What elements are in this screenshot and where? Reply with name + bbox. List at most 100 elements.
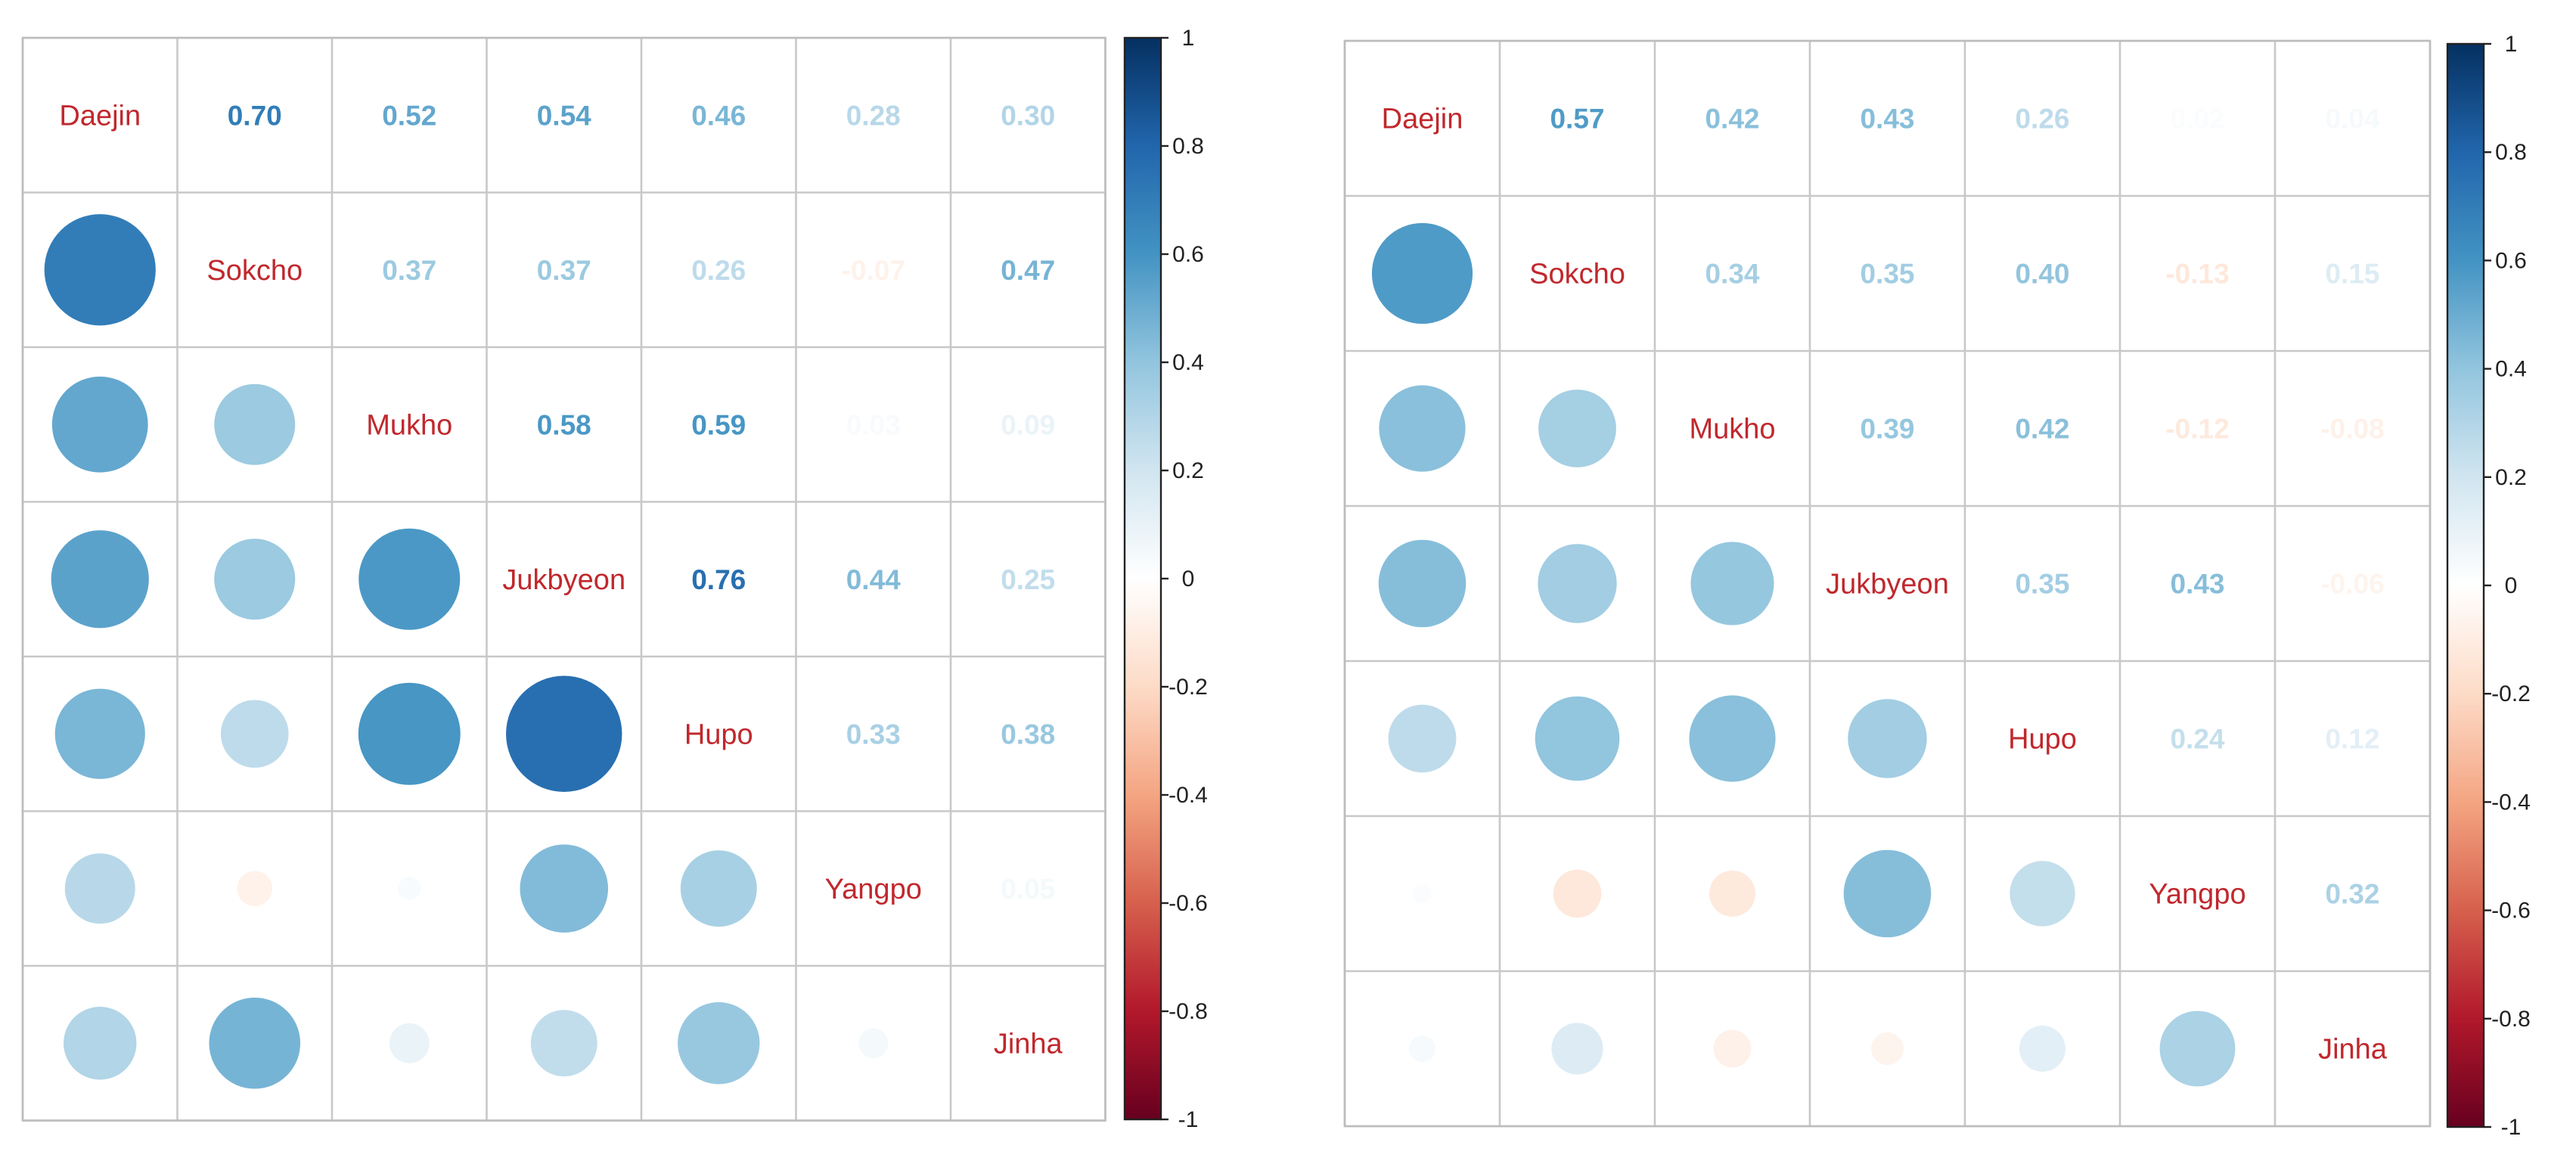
correlation-circle — [214, 383, 296, 465]
coefficient-label: -0.06 — [2320, 569, 2384, 600]
coefficient-label: -0.12 — [2165, 414, 2229, 445]
diagonal-label-mukho: Mukho — [1689, 414, 1775, 445]
colorbar-gradient — [1125, 38, 1161, 1119]
colorbar-tick-label: 0.6 — [2495, 248, 2527, 273]
colorbar-tick-label: -0.2 — [2491, 681, 2531, 706]
correlation-circle — [680, 850, 757, 927]
coefficient-label: 0.47 — [1001, 255, 1055, 286]
colorbar-tick-label: -0.2 — [1169, 675, 1208, 700]
coefficient-label: 0.46 — [691, 100, 746, 131]
diagonal-label-jukbyeon: Jukbyeon — [502, 564, 625, 596]
correlation-circle — [2010, 861, 2075, 927]
correlation-circle — [530, 1010, 597, 1077]
correlation-circle — [1535, 696, 1620, 781]
correlation-circle — [858, 1028, 889, 1058]
correlation-circle — [1408, 1035, 1436, 1063]
coefficient-label: 0.52 — [382, 100, 436, 131]
correlation-circle — [1551, 1023, 1603, 1075]
coefficient-label: 0.25 — [1001, 564, 1055, 595]
colorbar-2: 1 0.8 0.6 0.4 0.2 0 -0.2 -0.4 -0.6 -0.8 -1 — [2446, 32, 2531, 1140]
coefficient-label: 0.26 — [2015, 104, 2069, 135]
coefficient-label: 0.42 — [1705, 104, 1759, 135]
coefficient-label: 0.24 — [2170, 724, 2224, 755]
diagonal-label-jinha: Jinha — [994, 1028, 1063, 1060]
correlation-circle — [51, 376, 148, 473]
coefficient-label: -0.07 — [842, 255, 905, 286]
colorbar-tick-label: 0 — [2505, 573, 2518, 598]
coefficient-label: 0.28 — [846, 100, 901, 131]
colorbar-tick-label: 0.2 — [1172, 458, 1204, 483]
diagonal-label-sokcho: Sokcho — [206, 255, 303, 287]
coefficient-label: 0.43 — [1860, 104, 1914, 135]
colorbar-tick-label: 0.6 — [1172, 242, 1204, 267]
coefficient-label: 0.58 — [537, 409, 591, 440]
correlation-circle — [237, 871, 273, 907]
coefficient-label: 0.35 — [2015, 569, 2069, 600]
colorbar-tick-label: 1 — [2505, 32, 2518, 57]
correlation-circle — [2159, 1010, 2236, 1087]
diagonal-label-jinha: Jinha — [2318, 1034, 2388, 1066]
coefficient-label: 0.09 — [1001, 409, 1055, 440]
diagonal-label-yangpo: Yangpo — [2149, 879, 2245, 911]
diagonal-label-sokcho: Sokcho — [1529, 259, 1625, 290]
coefficient-label: 0.35 — [1860, 259, 1914, 290]
coefficient-label: -0.08 — [2320, 414, 2384, 445]
correlation-circle — [51, 530, 149, 629]
correlation-circle — [214, 539, 296, 620]
coefficient-label: 0.30 — [1001, 100, 1055, 131]
coefficient-label: 0.03 — [846, 409, 901, 440]
correlation-circle — [1388, 704, 1457, 773]
correlation-circle — [1843, 849, 1932, 938]
colorbar-tick-label: -0.8 — [1169, 999, 1208, 1024]
coefficient-label: 0.33 — [846, 719, 901, 750]
coefficient-label: 0.04 — [2325, 104, 2379, 135]
diagonal-label-daejin: Daejin — [1382, 104, 1463, 135]
coefficient-label: 0.05 — [1001, 874, 1055, 905]
colorbar-tick-label: -0.6 — [1169, 891, 1208, 916]
coefficient-label: 0.43 — [2170, 569, 2224, 600]
correlation-circle — [1848, 699, 1927, 778]
diagonal-label-jukbyeon: Jukbyeon — [1826, 569, 1949, 601]
coefficient-label: 0.44 — [846, 564, 901, 595]
matrix-frame — [21, 36, 1106, 1122]
correlation-circle — [1378, 539, 1466, 628]
correlation-circle — [358, 528, 461, 630]
coefficient-label: -0.13 — [2165, 259, 2229, 290]
colorbar-tick-label: 0.4 — [2495, 357, 2527, 382]
coefficient-label: 0.54 — [537, 100, 591, 131]
correlation-circle — [520, 844, 609, 933]
coefficient-label: 0.70 — [228, 100, 282, 131]
colorbar-1: 1 0.8 0.6 0.4 0.2 0 -0.2 -0.4 -0.6 -0.8 -1 — [1123, 26, 1208, 1132]
colorbar-tick-label: 0.8 — [1172, 134, 1204, 159]
correlation-circle — [220, 700, 289, 768]
colorbar-tick-label: 0.2 — [2495, 465, 2527, 490]
coefficient-label: 0.26 — [691, 255, 746, 286]
correlation-circle — [1538, 544, 1617, 623]
coefficient-label: 0.15 — [2325, 259, 2379, 290]
coefficient-label: 0.39 — [1860, 414, 1914, 445]
correlation-circle — [44, 214, 156, 326]
correlation-circle — [398, 877, 421, 900]
colorbar-tick-label: 1 — [1182, 26, 1195, 51]
diagonal-label-hupo: Hupo — [2008, 724, 2077, 756]
diagonal-label-yangpo: Yangpo — [825, 874, 922, 905]
coefficient-label: 0.02 — [2170, 104, 2224, 135]
correlation-circle — [1689, 695, 1776, 782]
coefficient-label: 0.37 — [382, 255, 436, 286]
correlation-circle — [1553, 869, 1602, 918]
correlation-circle — [54, 688, 145, 779]
correlation-circle — [358, 682, 461, 785]
correlation-circle — [2019, 1026, 2065, 1072]
correlation-circle — [64, 853, 135, 924]
correlation-circle — [64, 1007, 137, 1080]
matrix-frame — [1343, 39, 2432, 1128]
diagonal-label-daejin: Daejin — [59, 100, 141, 132]
correlation-circle — [389, 1023, 430, 1063]
coefficient-label: 0.12 — [2325, 724, 2379, 755]
colorbar-tick-label: -0.4 — [2491, 790, 2531, 815]
colorbar-tick-label: -0.4 — [1169, 783, 1208, 808]
correlation-circle — [1713, 1029, 1752, 1068]
coefficient-label: 0.76 — [691, 564, 746, 595]
colorbar-tick-label: -1 — [1178, 1107, 1199, 1132]
